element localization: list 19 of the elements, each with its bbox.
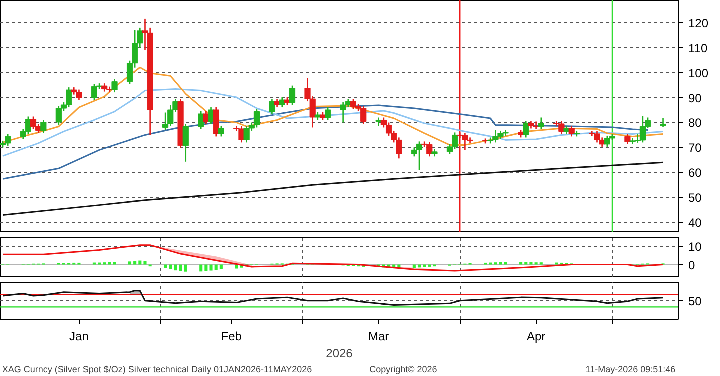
x-tick-label: Feb (221, 330, 242, 344)
text: 11-May-2026 09:51:46 (586, 364, 676, 374)
y-tick-label: 90 (688, 91, 702, 106)
x-tick-label: Mar (368, 330, 390, 344)
y-tick-label: 10 (688, 240, 702, 254)
x-tick-label: Apr (526, 330, 546, 344)
y-tick-label: 80 (688, 116, 702, 130)
y-tick-label: 110 (688, 41, 708, 56)
y-tick-label: 100 (688, 66, 709, 80)
y-tick-label: 120 (688, 16, 709, 30)
y-tick-label: 50 (688, 191, 702, 206)
y-tick-label: 60 (688, 166, 702, 180)
y-tick-label: 40 (688, 216, 702, 230)
text: XAG Curncy (Silver Spot $/Oz) Silver technical Daily 01JAN2026-11MAY2026 (2, 364, 312, 374)
x-axis-title: 2026 (326, 346, 354, 360)
y-tick-label: 70 (688, 141, 702, 156)
y-tick-label: 0 (688, 258, 696, 272)
text: Copyright© 2026 (370, 364, 438, 374)
x-tick-label: Jan (70, 330, 89, 344)
